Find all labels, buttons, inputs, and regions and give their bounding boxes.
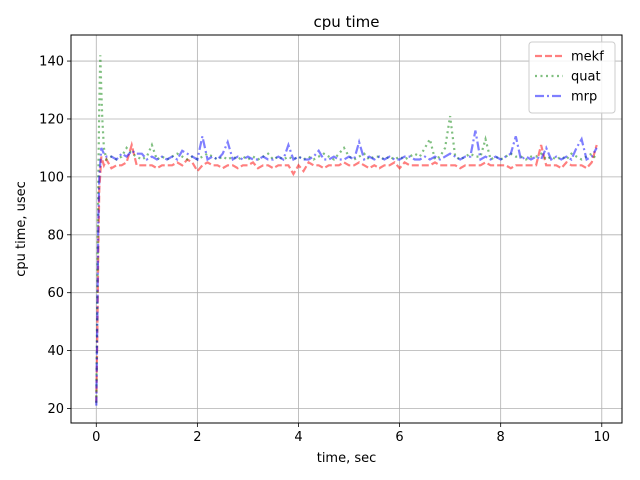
- y-tick-label: 20: [47, 402, 64, 417]
- x-tick-label: 0: [92, 430, 100, 445]
- y-tick-label: 120: [39, 112, 64, 127]
- y-tick-label: 100: [39, 170, 64, 185]
- x-axis-ticks: 0 2 4 6 8 10: [92, 423, 610, 445]
- y-tick-label: 140: [39, 55, 64, 70]
- chart-title: cpu time: [314, 13, 380, 31]
- y-axis-ticks: 20 40 60 80 100 120 140: [39, 55, 71, 417]
- x-tick-label: 10: [594, 430, 611, 445]
- legend-label-mrp: mrp: [571, 90, 597, 105]
- series-line-mrp: [95, 130, 598, 406]
- x-tick-label: 6: [395, 430, 403, 445]
- axes-frame: [70, 34, 623, 424]
- y-tick-label: 80: [47, 228, 64, 243]
- x-axis-label: time, sec: [317, 451, 377, 466]
- plot-area-series: [95, 55, 598, 406]
- x-tick-label: 4: [294, 430, 302, 445]
- y-tick-label: 60: [47, 286, 64, 301]
- x-tick-label: 8: [497, 430, 505, 445]
- legend-label-quat: quat: [571, 70, 601, 85]
- series-line-mekf: [95, 140, 598, 403]
- x-tick-label: 2: [193, 430, 201, 445]
- legend-label-mekf: mekf: [571, 50, 604, 65]
- y-tick-label: 40: [47, 344, 64, 359]
- legend-box: [528, 41, 616, 114]
- y-axis-label: cpu time, usec: [14, 181, 29, 277]
- legend: mekf quat mrp: [528, 41, 616, 114]
